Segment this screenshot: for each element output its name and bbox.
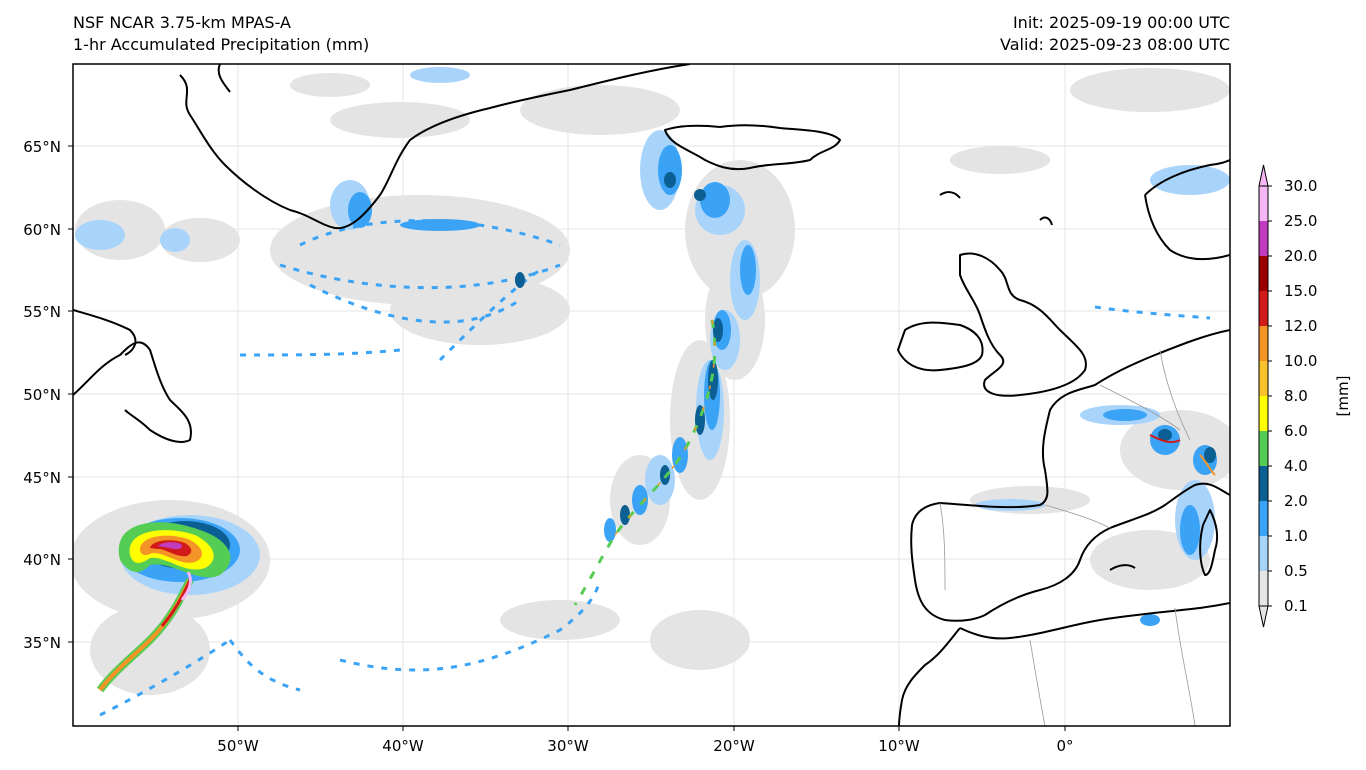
coastlines	[73, 64, 1230, 726]
lon-label: 30°W	[547, 737, 589, 755]
colorbar-swatch	[1259, 291, 1268, 326]
time-block: Init: 2025-09-19 00:00 UTC Valid: 2025-0…	[1000, 12, 1230, 56]
lon-labels: 50°W 40°W 30°W 20°W 10°W 0°	[217, 737, 1073, 755]
colorbar-level-label: 15.0	[1284, 282, 1317, 300]
colorbar-level-label: 8.0	[1284, 387, 1308, 405]
colorbar-swatch	[1259, 466, 1268, 501]
colorbar-swatch	[1259, 221, 1268, 256]
lon-label: 10°W	[878, 737, 920, 755]
borders	[939, 349, 1196, 726]
colorbar-swatch	[1259, 361, 1268, 396]
title-block: NSF NCAR 3.75-km MPAS-A 1-hr Accumulated…	[73, 12, 369, 56]
colorbar-min-arrow	[1258, 605, 1269, 628]
field-title: 1-hr Accumulated Precipitation (mm)	[73, 35, 370, 54]
colorbar-level-label: 20.0	[1284, 247, 1317, 265]
colorbar-swatch	[1259, 396, 1268, 431]
storm-core	[96, 522, 231, 693]
colorbar-swatch	[1259, 536, 1268, 571]
lat-label: 35°N	[23, 634, 61, 652]
colorbar-level-label: 0.1	[1284, 597, 1308, 615]
lat-label: 45°N	[23, 469, 61, 487]
tick-marks	[68, 145, 1066, 731]
colorbar-level-label: 0.5	[1284, 562, 1308, 580]
colorbar-unit-label: [mm]	[1334, 376, 1352, 417]
colorbar-level-label: 30.0	[1284, 177, 1317, 195]
init-time: Init: 2025-09-19 00:00 UTC	[1012, 13, 1230, 32]
model-title: NSF NCAR 3.75-km MPAS-A	[73, 13, 291, 32]
colorbar-swatch	[1259, 326, 1268, 361]
lon-label: 50°W	[217, 737, 259, 755]
colorbar-swatch	[1259, 501, 1268, 536]
lat-label: 55°N	[23, 303, 61, 321]
colorbar-level-label: 25.0	[1284, 212, 1317, 230]
precip-streaks	[99, 219, 1211, 717]
lat-labels: 65°N 60°N 55°N 50°N 45°N 40°N 35°N	[23, 138, 61, 652]
colorbar-level-label: 4.0	[1284, 457, 1308, 475]
lat-label: 60°N	[23, 221, 61, 239]
colorbar-level-label: 12.0	[1284, 317, 1317, 335]
colorbar-level-label: 2.0	[1284, 492, 1308, 510]
colorbar-swatch	[1259, 431, 1268, 466]
lat-label: 65°N	[23, 138, 61, 156]
colorbar-swatch	[1259, 186, 1268, 221]
lon-label: 20°W	[713, 737, 755, 755]
colorbar-swatch	[1259, 571, 1268, 606]
colorbar: 0.1 0.5 1.0 2.0 4.0 6.0 8.0 10.0 12.0 15.0 20.0 25.…	[1258, 164, 1352, 628]
lat-label: 40°N	[23, 551, 61, 569]
colorbar-level-label: 1.0	[1284, 527, 1308, 545]
map-frame	[72, 63, 1231, 727]
lon-label: 0°	[1056, 737, 1073, 755]
colorbar-level-label: 6.0	[1284, 422, 1308, 440]
lat-label: 50°N	[23, 386, 61, 404]
colorbar-max-arrow	[1258, 164, 1269, 187]
valid-time: Valid: 2025-09-23 08:00 UTC	[999, 35, 1230, 54]
colorbar-swatch	[1259, 256, 1268, 291]
lon-label: 40°W	[382, 737, 424, 755]
colorbar-level-label: 10.0	[1284, 352, 1317, 370]
front-core	[573, 319, 1216, 606]
